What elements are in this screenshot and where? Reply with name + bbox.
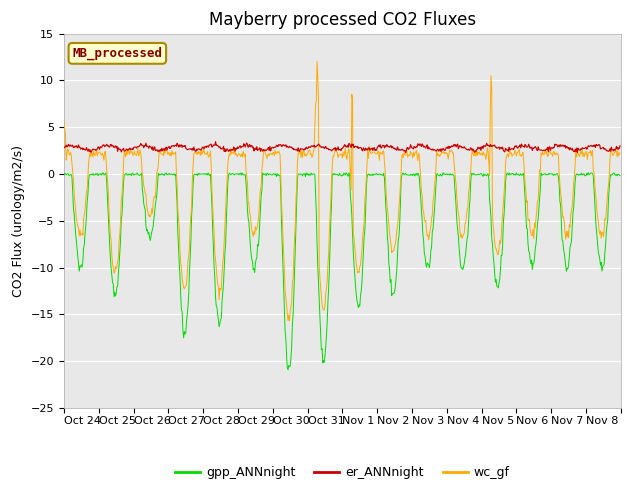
Text: MB_processed: MB_processed (72, 47, 163, 60)
Title: Mayberry processed CO2 Fluxes: Mayberry processed CO2 Fluxes (209, 11, 476, 29)
Legend: gpp_ANNnight, er_ANNnight, wc_gf: gpp_ANNnight, er_ANNnight, wc_gf (170, 461, 515, 480)
Y-axis label: CO2 Flux (urology/m2/s): CO2 Flux (urology/m2/s) (12, 145, 25, 297)
